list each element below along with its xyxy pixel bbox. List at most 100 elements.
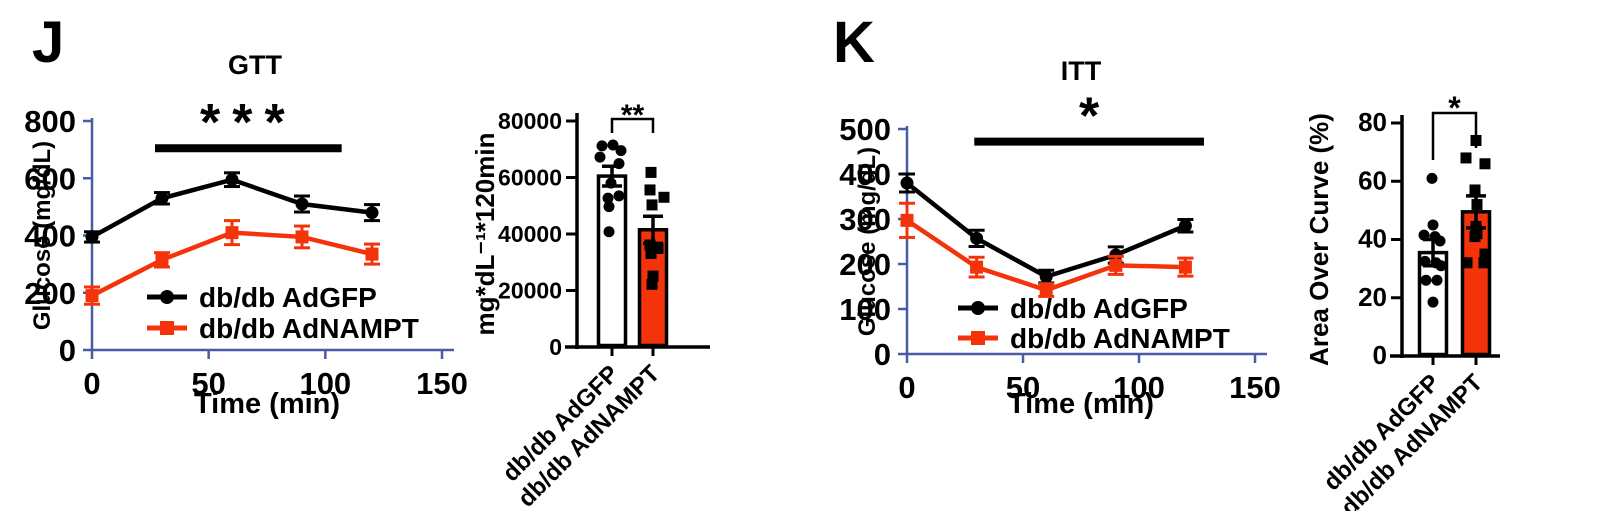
y-tick-label: 200 [24, 276, 76, 311]
data-point-square [85, 289, 99, 303]
x-tick-label: 100 [1113, 370, 1165, 405]
data-point-circle [1434, 235, 1446, 247]
data-point-circle [1427, 296, 1439, 308]
data-point-square [646, 199, 658, 211]
x-tick-label: 0 [898, 370, 915, 405]
y-axis-label: Area Over Curve (%) [1304, 113, 1334, 366]
series-line [905, 181, 1187, 280]
data-point-square [160, 321, 174, 335]
axes [898, 126, 1267, 363]
x-tick-label: 0 [83, 366, 100, 401]
significance-stars: * [1079, 88, 1100, 146]
data-point-circle [225, 173, 239, 187]
gtt-auc-bar-chart: 020000400006000080000mg*dL⁻¹*120mindb/db… [470, 99, 710, 511]
data-point-square [1471, 199, 1483, 211]
y-tick-label: 80 [1358, 107, 1387, 137]
data-point-circle [594, 151, 606, 163]
data-point-square [1469, 231, 1481, 243]
y-tick-label: 0 [1373, 340, 1387, 370]
x-tick-label: 100 [299, 366, 351, 401]
data-point-circle [613, 158, 625, 170]
legend-label: db/db AdGFP [1010, 293, 1188, 324]
data-point-square [295, 230, 309, 244]
data-point-circle [1039, 270, 1053, 284]
y-axis-label: Glucose (mg/dL) [854, 147, 881, 336]
data-point-square [970, 260, 984, 274]
data-point-circle [602, 192, 614, 204]
data-point-circle [1178, 219, 1192, 233]
panel-letter-j: J [32, 10, 65, 75]
y-tick-label: 20000 [498, 278, 562, 304]
data-point-square [1460, 152, 1472, 164]
data-point-square [900, 213, 914, 227]
y-tick-label: 60 [1358, 165, 1387, 195]
data-point-square [652, 242, 664, 254]
itt-line-chart: 0 100 200 300 400 500 0 50 100 150 Glucose (mg/dL)… [839, 88, 1281, 420]
y-axis-label: mg*dL⁻¹*120min [470, 133, 500, 336]
data-point-square [1479, 248, 1491, 260]
panel-letter-k: K [833, 10, 875, 75]
data-point-circle [1420, 274, 1432, 286]
data-point-circle [1426, 172, 1438, 184]
y-tick-label: 200 [839, 247, 891, 282]
data-point-square [645, 166, 657, 178]
x-tick-label: 50 [191, 366, 225, 401]
data-point-circle [1419, 255, 1431, 267]
data-point-circle [596, 140, 608, 152]
data-point-circle [603, 226, 615, 238]
series-0 [84, 171, 380, 244]
y-tick-label: 400 [24, 219, 76, 254]
data-point-circle [971, 301, 985, 315]
data-point-circle [1418, 229, 1430, 241]
gtt-line-chart: 0 200 400 600 800 0 50 100 150 Glucose (mg/dL) Tim… [24, 94, 468, 420]
data-point-circle [970, 231, 984, 245]
data-point-circle [1435, 260, 1447, 272]
y-axis-label: Glucose (mg/dL) [29, 141, 56, 330]
x-tick-label: 150 [416, 366, 468, 401]
data-point-circle [295, 197, 309, 211]
y-tick-label: 60000 [498, 165, 562, 191]
data-point-square [645, 247, 657, 259]
data-point-circle [365, 206, 379, 220]
data-point-square [1469, 184, 1481, 196]
significance-stars: ** [621, 99, 645, 132]
y-tick-label: 400 [839, 157, 891, 192]
data-point-circle [607, 139, 619, 151]
series-1 [84, 219, 380, 306]
data-point-square [1478, 257, 1490, 269]
data-point-square [971, 331, 985, 345]
y-tick-label: 20 [1358, 282, 1387, 312]
data-point-circle [155, 191, 169, 205]
y-tick-label: 500 [839, 112, 891, 147]
data-point-square [155, 253, 169, 267]
axes [565, 113, 710, 349]
bar-group-1 [1460, 134, 1492, 365]
itt-title: ITT [1060, 56, 1102, 86]
bar-group-0 [1417, 172, 1449, 365]
series-1 [899, 201, 1194, 298]
y-tick-label: 0 [874, 337, 891, 372]
bar-group-1 [637, 166, 670, 356]
data-point-circle [1427, 219, 1439, 231]
y-tick-label: 300 [839, 202, 891, 237]
data-point-square [1039, 283, 1053, 297]
data-point-square [1178, 260, 1192, 274]
data-point-circle [85, 230, 99, 244]
data-point-square [658, 191, 670, 203]
data-point-square [647, 270, 659, 282]
y-tick-label: 0 [549, 334, 562, 360]
x-axis-label: Time (min) [1008, 388, 1154, 420]
y-tick-label: 800 [24, 104, 76, 139]
y-tick-label: 0 [59, 333, 76, 368]
significance-bracket [610, 117, 655, 133]
x-tick-label: 50 [1006, 370, 1040, 405]
significance-stars: *** [200, 94, 297, 152]
y-tick-label: 600 [24, 161, 76, 196]
data-point-square [1109, 258, 1123, 272]
axes [83, 118, 454, 359]
x-tick-label: 150 [1229, 370, 1281, 405]
